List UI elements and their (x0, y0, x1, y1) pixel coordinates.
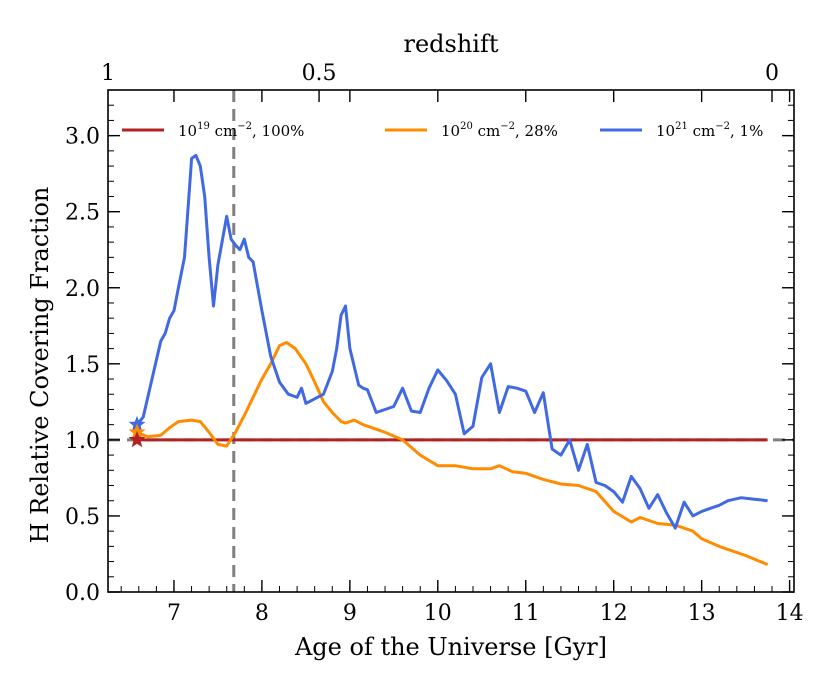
series-marker-1 (128, 430, 146, 448)
x-tick-label: 9 (343, 601, 357, 626)
top-axis-label: redshift (403, 30, 498, 58)
x-tick-label: 10 (424, 601, 452, 626)
y-tick-label: 1.5 (65, 353, 100, 378)
x-tick-label: 8 (255, 601, 269, 626)
x-axis-label: Age of the Universe [Gyr] (294, 633, 607, 661)
series-line-3 (135, 153, 768, 530)
x-tick-label: 12 (600, 601, 628, 626)
top-tick-label: 0.5 (302, 61, 337, 86)
top-tick-label: 1 (101, 61, 115, 86)
x-tick-label: 7 (167, 601, 181, 626)
legend-label-2: 1020 cm−2, 28% (441, 121, 558, 140)
legend-label-1: 1019 cm−2, 100% (178, 121, 304, 140)
x-tick-label: 11 (512, 601, 540, 626)
x-tick-label: 14 (776, 601, 804, 626)
y-tick-label: 1.0 (65, 429, 100, 454)
y-axis-label: H Relative Covering Fraction (26, 187, 54, 544)
series-line-2 (136, 341, 769, 566)
top-tick-label: 0 (765, 61, 779, 86)
x-tick-label: 13 (688, 601, 716, 626)
legend: 1019 cm−2, 100% 1020 cm−2, 28% 1021 cm−2, … (122, 121, 763, 140)
y-tick-label: 0.5 (65, 505, 100, 530)
legend-label-3: 1021 cm−2, 1% (656, 121, 763, 140)
y-tick-label: 2.5 (65, 201, 100, 226)
y-tick-label: 3.0 (65, 125, 100, 150)
y-tick-label: 2.0 (65, 277, 100, 302)
plot-frame (107, 89, 795, 593)
y-tick-label: 0.0 (65, 581, 100, 606)
